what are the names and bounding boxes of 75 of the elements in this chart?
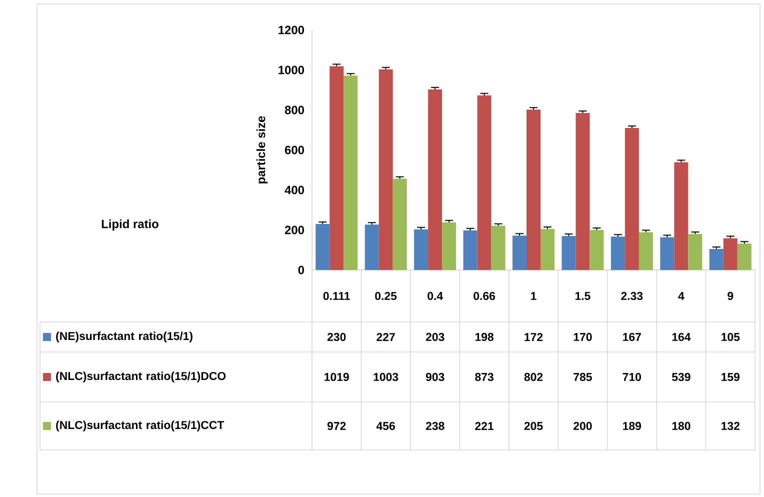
data-label: 1019 bbox=[324, 372, 349, 382]
data-label: 203 bbox=[426, 332, 444, 342]
data-label: 180 bbox=[672, 422, 690, 430]
y-tick-label: 200 bbox=[284, 226, 304, 234]
bar bbox=[624, 128, 639, 270]
bar bbox=[491, 226, 506, 270]
data-label: 164 bbox=[672, 332, 691, 342]
x-tick-label: 0.4 bbox=[428, 292, 444, 300]
bar bbox=[576, 112, 590, 270]
legend-label: (NLC)surfactant ratio(15/1)DCO bbox=[56, 372, 226, 382]
bar bbox=[638, 232, 653, 270]
data-label: 710 bbox=[622, 372, 641, 382]
data-label: 785 bbox=[574, 372, 592, 382]
data-label: 132 bbox=[722, 422, 740, 430]
data-label: 903 bbox=[426, 372, 444, 382]
data-label: 221 bbox=[475, 422, 494, 430]
data-label: 170 bbox=[574, 332, 592, 342]
x-tick-label: 1.5 bbox=[575, 292, 590, 300]
data-label: 198 bbox=[475, 332, 494, 342]
data-label: 238 bbox=[426, 422, 444, 430]
y-tick-label: 1200 bbox=[278, 26, 304, 34]
data-label: 172 bbox=[524, 332, 543, 341]
bar bbox=[330, 66, 344, 270]
x-tick-label: 0.25 bbox=[375, 292, 397, 300]
x-tick-label: 9 bbox=[728, 292, 734, 300]
data-label: 167 bbox=[623, 332, 641, 342]
x-tick-label: 2.33 bbox=[621, 292, 643, 300]
data-label: 227 bbox=[376, 332, 395, 341]
data-label: 972 bbox=[327, 422, 346, 430]
data-label: 189 bbox=[623, 422, 642, 430]
data-label: 539 bbox=[672, 372, 690, 382]
bar bbox=[737, 244, 752, 270]
bar bbox=[688, 234, 702, 270]
bar bbox=[364, 224, 379, 270]
bar bbox=[463, 230, 478, 270]
data-label: 200 bbox=[574, 422, 592, 430]
bar bbox=[610, 236, 625, 270]
bar bbox=[590, 230, 604, 270]
bar bbox=[512, 236, 527, 270]
bar bbox=[723, 238, 738, 270]
bar bbox=[442, 222, 456, 270]
x-tick-label: 0.111 bbox=[323, 292, 350, 300]
data-label: 205 bbox=[524, 422, 543, 430]
data-label: 1003 bbox=[374, 372, 398, 382]
y-tick-label: 400 bbox=[284, 186, 304, 194]
bar bbox=[392, 178, 407, 270]
bar bbox=[344, 76, 358, 270]
bar bbox=[562, 236, 576, 270]
y-tick-label: 0 bbox=[298, 266, 304, 274]
bar bbox=[540, 228, 555, 270]
data-label: 802 bbox=[524, 372, 543, 382]
data-label: 873 bbox=[475, 372, 494, 382]
data-label: 456 bbox=[376, 422, 395, 430]
bar bbox=[316, 224, 330, 270]
bar bbox=[674, 162, 688, 270]
legend-label: (NE)surfactant ratio(15/1) bbox=[56, 332, 192, 342]
x-tick-label: 0.66 bbox=[474, 292, 496, 300]
data-label: 159 bbox=[722, 372, 740, 382]
legend-label: (NLC)surfactant ratio(15/1)CCT bbox=[56, 420, 224, 432]
bar bbox=[428, 89, 442, 270]
bar bbox=[477, 95, 492, 270]
y-axis-title: particle size bbox=[256, 116, 268, 184]
bar bbox=[378, 69, 393, 270]
y-tick-label: 800 bbox=[284, 106, 304, 114]
bar bbox=[526, 110, 541, 270]
bar bbox=[660, 237, 674, 270]
text: Lipid ratio bbox=[102, 219, 158, 231]
x-tick-label: 1 bbox=[531, 292, 536, 300]
x-tick-label: 4 bbox=[678, 292, 684, 300]
bar bbox=[709, 248, 724, 270]
bar bbox=[414, 229, 428, 270]
data-label: 230 bbox=[327, 332, 346, 342]
y-tick-label: 1000 bbox=[278, 66, 304, 74]
data-label: 105 bbox=[722, 332, 740, 342]
y-tick-label: 600 bbox=[284, 146, 304, 154]
